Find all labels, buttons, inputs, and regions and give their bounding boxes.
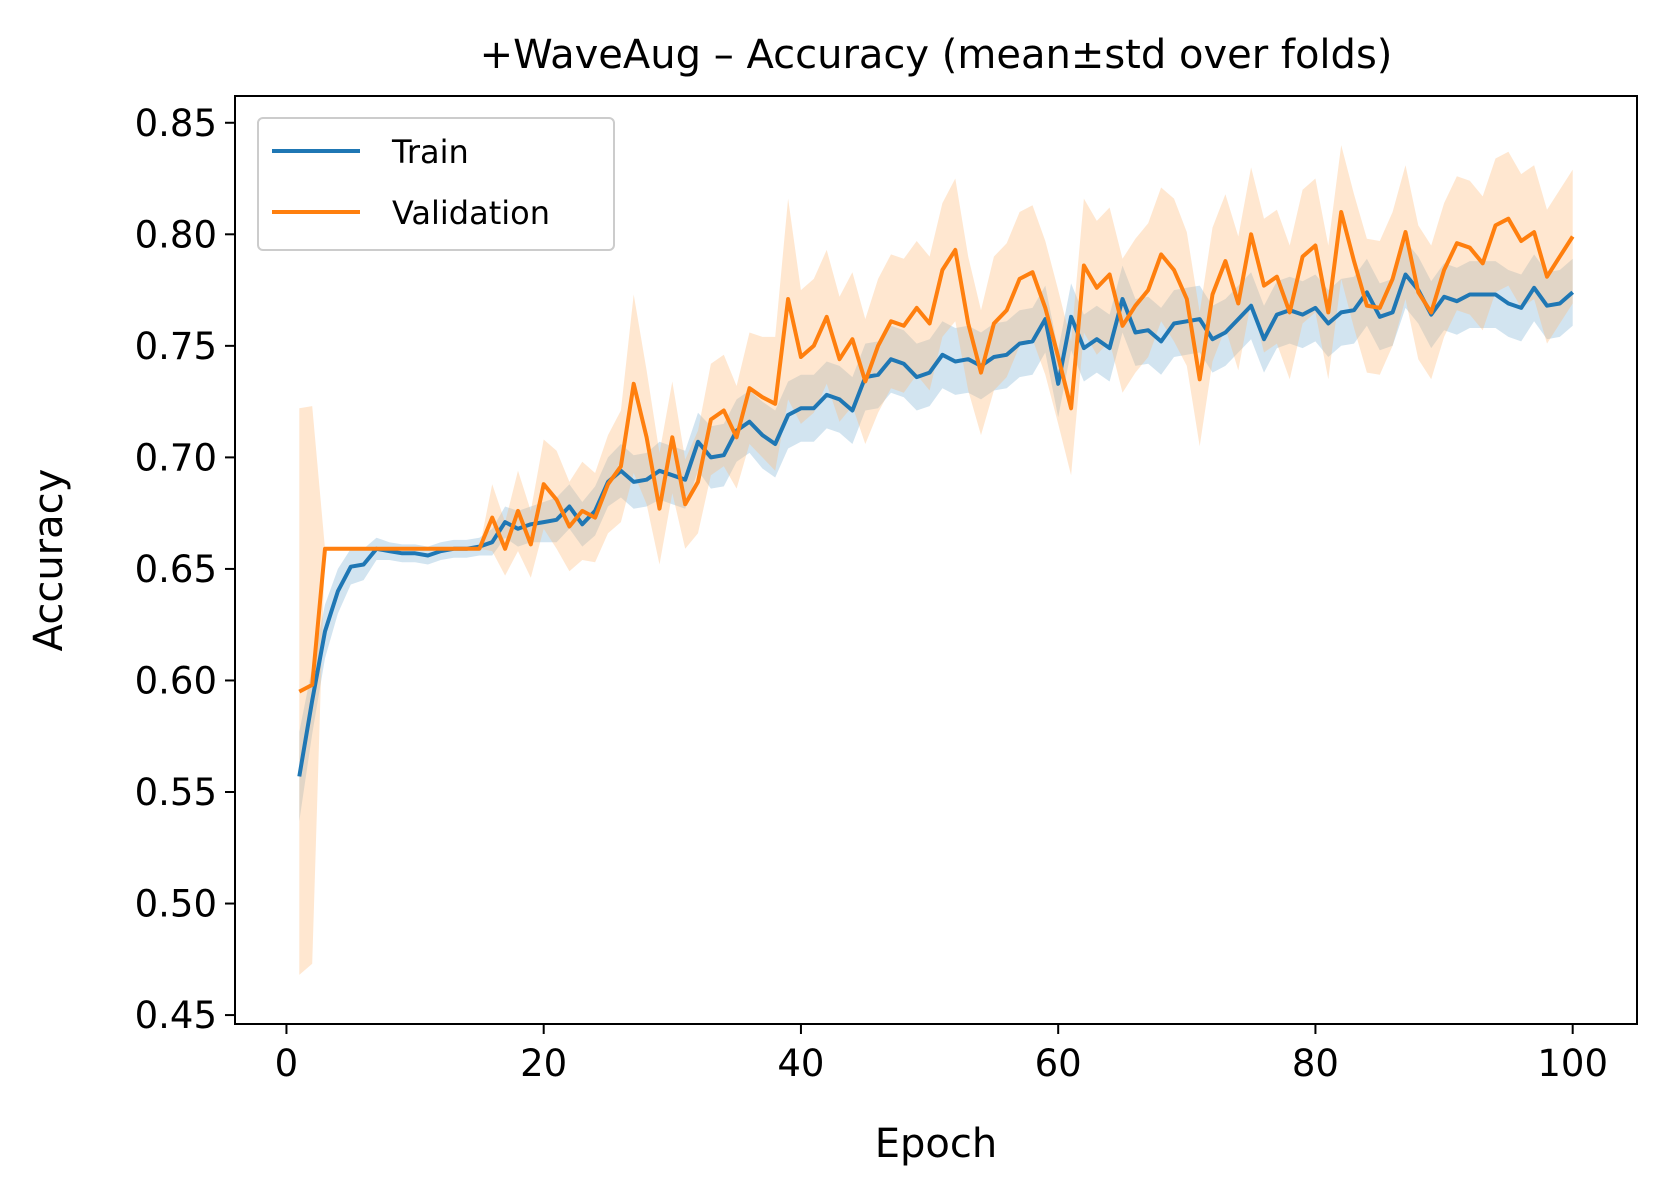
x-tick-label: 100 [1537,1042,1608,1085]
y-tick-label: 0.70 [135,436,217,479]
y-tick-label: 0.45 [135,994,217,1037]
x-tick-label: 80 [1292,1042,1339,1085]
legend: Train Validation [258,118,614,250]
y-tick-label: 0.65 [135,548,217,591]
y-axis-label: Accuracy [26,469,72,652]
legend-train-label: Train [391,133,469,171]
x-tick-label: 20 [520,1042,567,1085]
x-axis-label: Epoch [875,1121,997,1167]
x-tick-label: 60 [1035,1042,1082,1085]
y-tick-label: 0.50 [135,883,217,926]
y-tick-label: 0.60 [135,659,217,702]
y-tick-label: 0.55 [135,771,217,814]
y-tick-label: 0.75 [135,325,217,368]
legend-validation-label: Validation [392,194,550,232]
x-tick-label: 0 [275,1042,299,1085]
x-tick-label: 40 [777,1042,824,1085]
y-tick-label: 0.80 [135,213,217,256]
chart-title: +WaveAug – Accuracy (mean±std over folds… [480,32,1393,78]
y-tick-label: 0.85 [135,102,217,145]
